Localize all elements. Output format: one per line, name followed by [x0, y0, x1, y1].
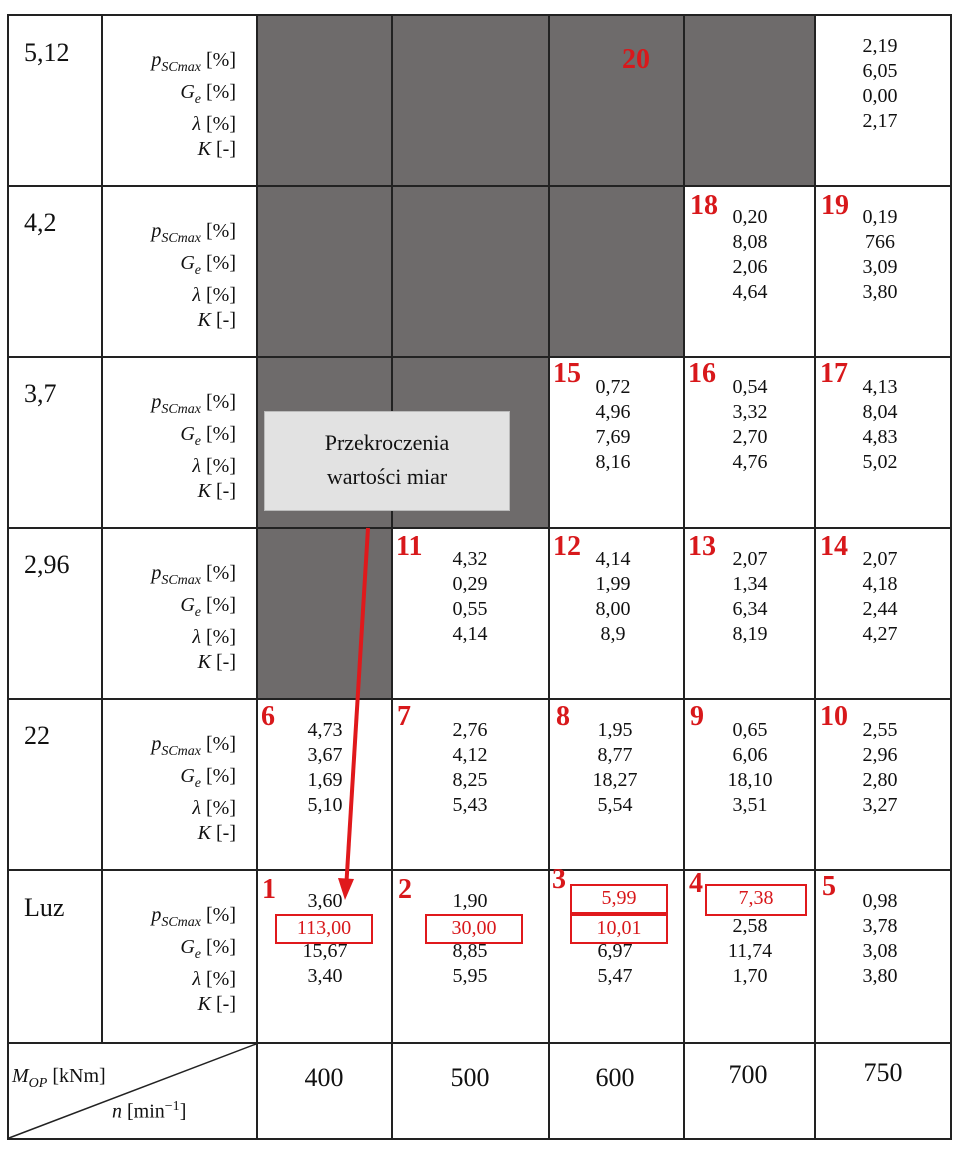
exceeded-value-box: 10,01: [570, 914, 668, 944]
metric-labels: pSCmax [%] Ge [%] λ [%] K [-]: [151, 391, 236, 502]
cell-number: 10: [820, 701, 848, 732]
exceeded-values-callout: Przekroczenia wartości miar: [264, 411, 510, 511]
speed-header-600: 600: [595, 1063, 635, 1092]
empty-cell: [258, 16, 391, 185]
speed-header-750: 750: [863, 1058, 903, 1087]
exceeded-value-box: 30,00: [425, 914, 523, 944]
cell-number: 5: [822, 871, 836, 902]
speed-header-400: 400: [304, 1063, 344, 1092]
cell-values: 1,90.8,855,95: [452, 890, 488, 987]
empty-cell: [393, 16, 548, 185]
cell-number: 16: [688, 358, 716, 389]
cell-number: 15: [553, 358, 581, 389]
speed-header-500: 500: [450, 1063, 490, 1092]
row-label-5-12: 5,12: [24, 38, 70, 67]
exceeded-value-box: 5,99: [570, 884, 668, 914]
cell-values: 2,07 1,34 6,34 8,19: [732, 548, 768, 645]
cell-number: 17: [820, 358, 848, 389]
cell-values: 1,95 8,77 18,27 5,54: [592, 719, 638, 816]
metric-labels: pSCmax [%] Ge [%] λ [%] K [-]: [151, 733, 236, 844]
cell-number: 1: [262, 874, 276, 905]
cell-number: 19: [821, 190, 849, 221]
cell-number: 9: [690, 701, 704, 732]
cell-values: ..6,975,47: [597, 940, 633, 987]
cell-number: 12: [553, 531, 581, 562]
cell-number: 13: [688, 531, 716, 562]
cell-values: 3,60.15,673,40: [302, 890, 348, 987]
cell-number: 11: [396, 531, 423, 562]
cell-values: 2,76 4,12 8,25 5,43: [452, 719, 488, 816]
cell-number: 3: [552, 864, 566, 895]
speed-header-700: 700: [728, 1060, 768, 1089]
metric-labels: pSCmax [%] Ge [%] λ [%] K [-]: [151, 562, 236, 673]
cell-values: 4,73 3,67 1,69 5,10: [307, 719, 343, 816]
empty-cell: [685, 16, 814, 185]
cell-number: 4: [689, 868, 703, 899]
corner-label-moment: MOP [kNm]: [12, 1065, 106, 1091]
metric-labels: pSCmax [%] Ge [%] λ [%] K [-]: [151, 220, 236, 331]
cell-values: 0,54 3,32 2,70 4,76: [732, 376, 768, 473]
cell-number: 7: [397, 701, 411, 732]
cell-values: 2,55 2,96 2,80 3,27: [862, 719, 898, 816]
cell-number: 20: [622, 44, 650, 75]
cell-values: 0,20 8,08 2,06 4,64: [732, 206, 768, 303]
cell-number: 18: [690, 190, 718, 221]
cell-number: 2: [398, 874, 412, 905]
empty-cell: [258, 529, 391, 698]
exceeded-value-box: 113,00: [275, 914, 373, 944]
metric-labels: pSCmax [%] Ge [%] λ [%] K [-]: [151, 49, 236, 160]
row-label-luz: Luz: [24, 893, 65, 922]
cell-values: 4,32 0,29 0,55 4,14: [452, 548, 488, 645]
cell-values: 2,19 6,05 0,00 2,17: [862, 35, 898, 132]
empty-cell: [550, 187, 683, 356]
exceeded-value-box: 7,38: [705, 884, 807, 916]
cell-values: 0,65 6,06 18,10 3,51: [727, 719, 773, 816]
cell-values: 2,07 4,18 2,44 4,27: [862, 548, 898, 645]
empty-cell: [258, 187, 391, 356]
cell-values: 4,14 1,99 8,00 8,9: [595, 548, 631, 645]
row-label-22: 22: [24, 721, 50, 750]
row-label-4-2: 4,2: [24, 208, 57, 237]
empty-cell: [393, 187, 548, 356]
cell-values: 0,98 3,78 3,08 3,80: [862, 890, 898, 987]
empty-cell: [550, 16, 683, 185]
cell-number: 8: [556, 701, 570, 732]
cell-values: 0,19 766 3,09 3,80: [862, 206, 898, 303]
cell-number: 14: [820, 531, 848, 562]
row-label-3-7: 3,7: [24, 379, 57, 408]
row-label-2-96: 2,96: [24, 550, 70, 579]
cell-values: 0,72 4,96 7,69 8,16: [595, 376, 631, 473]
corner-label-speed: n [min−1]: [112, 1099, 187, 1123]
cell-number: 6: [261, 701, 275, 732]
metric-labels: pSCmax [%] Ge [%] λ [%] K [-]: [151, 904, 236, 1015]
cell-values: 4,13 8,04 4,83 5,02: [862, 376, 898, 473]
